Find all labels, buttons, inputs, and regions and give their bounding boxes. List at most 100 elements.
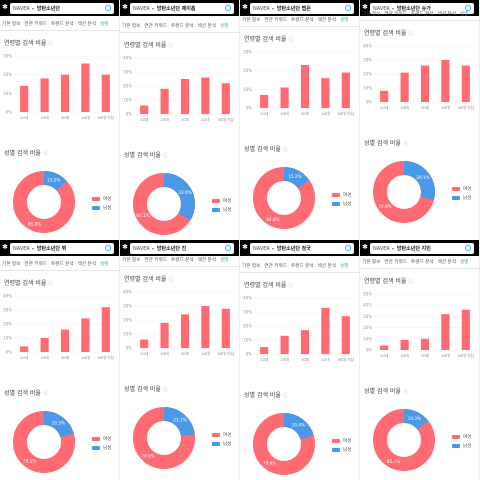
- tab-4[interactable]: 성별: [219, 258, 229, 263]
- tab-2[interactable]: 트렌드 분석: [410, 260, 434, 265]
- chevron-down-icon[interactable]: ▾: [271, 6, 274, 11]
- search-box[interactable]: NAVER ▾ 방탄소년단 랩몬: [250, 3, 354, 14]
- tab-2[interactable]: 트렌드 분석: [290, 18, 314, 23]
- tab-1[interactable]: 연관 키워드: [24, 262, 47, 267]
- search-icon[interactable]: [465, 245, 471, 251]
- tab-3[interactable]: 섹션 분석: [197, 258, 216, 263]
- chevron-down-icon[interactable]: ▾: [151, 246, 154, 251]
- tab-2[interactable]: 트렌드 분석: [170, 24, 194, 29]
- tab-3[interactable]: 섹션 분석: [317, 264, 336, 269]
- x-tick-label: 20대: [280, 111, 289, 116]
- tab-3[interactable]: 섹션 분석: [77, 262, 96, 267]
- tab-2[interactable]: 트렌드 분석: [290, 264, 314, 269]
- search-icon[interactable]: [465, 5, 471, 11]
- settings-icon[interactable]: ✱: [362, 243, 368, 251]
- tab-4[interactable]: 성별: [219, 24, 229, 29]
- search-box[interactable]: NAVER ▾ 방탄소년단 지민: [370, 243, 474, 254]
- tab-3[interactable]: 섹션 분석: [317, 18, 336, 23]
- info-icon[interactable]: ⓘ: [408, 31, 414, 37]
- search-icon[interactable]: [225, 245, 231, 251]
- search-query[interactable]: 방탄소년단 랩몬: [276, 6, 311, 12]
- tab-3[interactable]: 섹션 분석: [437, 12, 456, 17]
- settings-icon[interactable]: ✱: [122, 243, 128, 251]
- search-box[interactable]: NAVER ▾ 방탄소년단 정국: [250, 243, 354, 254]
- settings-icon[interactable]: ✱: [2, 243, 8, 251]
- info-icon[interactable]: ⓘ: [282, 393, 288, 399]
- bar-3: [81, 63, 90, 112]
- chevron-down-icon[interactable]: ▾: [151, 6, 154, 11]
- search-icon[interactable]: [345, 245, 351, 251]
- search-query[interactable]: 방탄소년단 제이홉: [156, 6, 196, 12]
- settings-icon[interactable]: ✱: [242, 3, 248, 11]
- tab-2[interactable]: 트렌드 분석: [50, 22, 74, 27]
- info-icon[interactable]: ⓘ: [288, 37, 294, 43]
- search-query[interactable]: 방탄소년단 슈가: [396, 6, 431, 12]
- tab-4[interactable]: 성별: [459, 12, 469, 17]
- search-icon[interactable]: [225, 5, 231, 11]
- search-query[interactable]: 방탄소년단 진: [156, 246, 187, 252]
- search-icon[interactable]: [345, 5, 351, 11]
- tab-0[interactable]: 기본 정보: [362, 260, 381, 265]
- search-icon[interactable]: [105, 245, 111, 251]
- tab-0[interactable]: 기본 정보: [2, 262, 21, 267]
- tab-3[interactable]: 섹션 분석: [197, 24, 216, 29]
- tab-0[interactable]: 기본 정보: [242, 264, 261, 269]
- info-icon[interactable]: ⓘ: [402, 141, 408, 147]
- search-box[interactable]: NAVER ▾ 방탄소년단: [10, 3, 114, 14]
- tab-1[interactable]: 연관 키워드: [264, 18, 287, 23]
- search-box[interactable]: NAVER ▾ 방탄소년단 뷔: [10, 243, 114, 254]
- settings-icon[interactable]: ✱: [242, 243, 248, 251]
- info-icon[interactable]: ⓘ: [402, 389, 408, 395]
- settings-icon[interactable]: ✱: [2, 3, 8, 11]
- tab-0[interactable]: 기본 정보: [242, 18, 261, 23]
- chevron-down-icon[interactable]: ▾: [391, 6, 394, 11]
- tab-4[interactable]: 성별: [339, 264, 349, 269]
- search-box[interactable]: NAVER ▾ 방탄소년단 제이홉: [130, 3, 234, 14]
- tab-0[interactable]: 기본 정보: [2, 22, 21, 27]
- tab-3[interactable]: 섹션 분석: [77, 22, 96, 27]
- info-icon[interactable]: ⓘ: [282, 147, 288, 153]
- chevron-down-icon[interactable]: ▾: [271, 246, 274, 251]
- tab-4[interactable]: 성별: [99, 22, 109, 27]
- tab-0[interactable]: 기본 정보: [122, 24, 141, 29]
- chevron-down-icon[interactable]: ▾: [31, 6, 34, 11]
- bar-3: [321, 307, 330, 354]
- search-query[interactable]: 방탄소년단: [36, 6, 60, 12]
- search-box[interactable]: NAVER ▾ 방탄소년단 슈가: [370, 3, 474, 14]
- search-query[interactable]: 방탄소년단 정국: [276, 246, 311, 252]
- info-icon[interactable]: ⓘ: [42, 391, 48, 397]
- tab-2[interactable]: 트렌드 분석: [170, 258, 194, 263]
- settings-icon[interactable]: ✱: [362, 3, 368, 11]
- x-tick-label: 30대: [181, 117, 190, 122]
- info-icon[interactable]: ⓘ: [168, 277, 174, 283]
- chevron-down-icon[interactable]: ▾: [31, 246, 34, 251]
- info-icon[interactable]: ⓘ: [162, 387, 168, 393]
- info-icon[interactable]: ⓘ: [168, 43, 174, 49]
- tab-4[interactable]: 성별: [339, 18, 349, 23]
- tab-1[interactable]: 연관 키워드: [384, 12, 407, 17]
- tab-0[interactable]: 기본 정보: [122, 258, 141, 263]
- tab-4[interactable]: 성별: [99, 262, 109, 267]
- tab-1[interactable]: 연관 키워드: [264, 264, 287, 269]
- tab-4[interactable]: 성별: [459, 260, 469, 265]
- tab-2[interactable]: 트렌드 분석: [410, 12, 434, 17]
- tab-2[interactable]: 트렌드 분석: [50, 262, 74, 267]
- tab-1[interactable]: 연관 키워드: [24, 22, 47, 27]
- info-icon[interactable]: ⓘ: [408, 279, 414, 285]
- tab-1[interactable]: 연관 키워드: [144, 24, 167, 29]
- settings-icon[interactable]: ✱: [122, 3, 128, 11]
- search-icon[interactable]: [105, 5, 111, 11]
- info-icon[interactable]: ⓘ: [48, 41, 54, 47]
- tab-3[interactable]: 섹션 분석: [437, 260, 456, 265]
- search-query[interactable]: 방탄소년단 지민: [396, 246, 431, 252]
- search-query[interactable]: 방탄소년단 뷔: [36, 246, 67, 252]
- search-box[interactable]: NAVER ▾ 방탄소년단 진: [130, 243, 234, 254]
- info-icon[interactable]: ⓘ: [162, 153, 168, 159]
- info-icon[interactable]: ⓘ: [42, 151, 48, 157]
- tab-1[interactable]: 연관 키워드: [144, 258, 167, 263]
- tab-1[interactable]: 연관 키워드: [384, 260, 407, 265]
- chevron-down-icon[interactable]: ▾: [391, 246, 394, 251]
- info-icon[interactable]: ⓘ: [48, 281, 54, 287]
- info-icon[interactable]: ⓘ: [288, 283, 294, 289]
- tab-0[interactable]: 기본 정보: [362, 12, 381, 17]
